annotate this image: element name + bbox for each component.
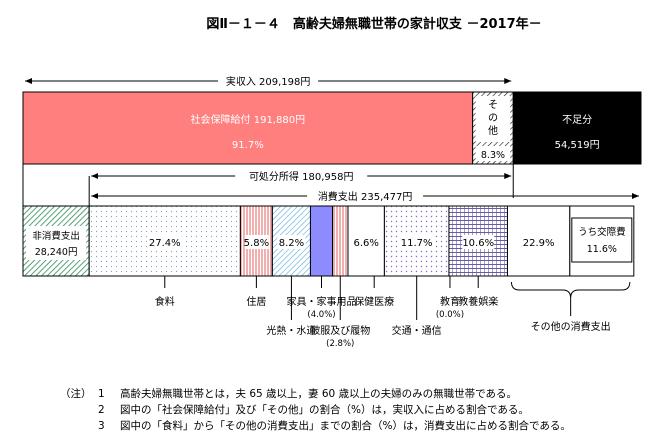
category-label: 食料	[155, 295, 175, 308]
category-label: (0.0%)	[436, 310, 464, 320]
consumption-label-bg	[307, 189, 424, 203]
pct-label-bg	[353, 235, 380, 249]
income-bar: 社会保障給付 191,880円 91.7% その他 8.3% 不足分 54,519円 実収入…	[22, 74, 642, 165]
entertainment-pct: 11.6%	[587, 244, 617, 255]
other-income-label: そ	[488, 99, 498, 111]
category-pct: 5.8%	[244, 238, 269, 249]
category-label: (4.0%)	[307, 310, 335, 320]
pct-label-bg	[522, 235, 555, 249]
category-pct: 27.4%	[149, 238, 181, 249]
note-text: 高齢夫婦無職世帯とは，夫 65 歳以上，妻 60 歳以上の夫婦のみの無職世帯であ…	[120, 388, 517, 400]
non-consumption-label: 非消費支出	[32, 230, 80, 242]
non-consumption-amount: 28,240円	[35, 247, 78, 258]
income-segment	[22, 91, 474, 165]
other-share-bg	[475, 146, 511, 161]
category-segment	[309, 205, 334, 277]
disposable-label-bg	[235, 169, 368, 183]
pct-label-bg	[462, 235, 495, 249]
pct-label-bg	[277, 235, 306, 249]
pct-label-bg	[400, 235, 433, 249]
other-label-bg	[475, 96, 511, 142]
social-security-label: 社会保障給付 191,880円	[191, 113, 306, 126]
social-security-share: 91.7%	[232, 140, 264, 151]
note-number: 3	[98, 420, 105, 432]
note-text: 図中の「社会保障給付」及び「その他」の割合（%）は，実収入に占める割合である。	[120, 404, 529, 416]
pct-label-bg	[147, 235, 182, 249]
category-pct: 11.7%	[401, 238, 433, 249]
category-label: (2.8%)	[326, 339, 354, 349]
consumption-label: 消費支出 235,477円	[318, 190, 413, 203]
entertainment-box	[571, 217, 633, 263]
shortfall-amount: 54,519円	[555, 140, 600, 151]
category-label: 被服及び履物	[310, 324, 370, 337]
category-label: 光熱・水道	[266, 324, 316, 337]
income-label-bg	[218, 74, 319, 88]
other-income-label: の	[488, 113, 498, 124]
category-label: 交通・通信	[392, 324, 442, 337]
category-label: 家具・家事用品	[286, 295, 356, 308]
category-pct: 6.6%	[353, 238, 378, 249]
income-label: 実収入 209,198円	[226, 75, 311, 88]
entertainment-label: うち交際費	[578, 226, 626, 238]
note-text: 図中の「食料」から「その他の消費支出」までの割合（%）は，消費支出に占める割合で…	[120, 420, 571, 432]
disposable-label: 可処分所得 180,958円	[249, 170, 354, 183]
note-number: 1	[98, 388, 105, 400]
shortfall-label: 不足分	[562, 114, 592, 126]
category-pct: 22.9%	[523, 238, 555, 249]
footnotes: （注） 1 高齢夫婦無職世帯とは，夫 65 歳以上，妻 60 歳以上の夫婦のみの…	[60, 386, 571, 434]
category-segment	[332, 205, 349, 277]
chart-title: 図Ⅱ－１－４ 高齢夫婦無職世帯の家計収支 －2017年－	[206, 16, 541, 32]
note-number: 2	[98, 404, 105, 416]
category-label: その他の消費支出	[531, 320, 611, 333]
non-consumption-label-bg	[26, 226, 87, 260]
category-label: 住居	[246, 295, 266, 308]
household-budget-chart: 図Ⅱ－１－４ 高齢夫婦無職世帯の家計収支 －2017年－ 社会保障給付 191,…	[22, 16, 642, 349]
other-income-share: 8.3%	[481, 150, 505, 161]
category-label: 保健医療	[354, 295, 394, 308]
category-label: 教養娯楽	[458, 295, 498, 308]
other-income-label: 他	[488, 124, 498, 137]
category-pct: 8.2%	[279, 238, 304, 249]
other-consumption-brace	[510, 281, 631, 299]
category-pct: 10.6%	[462, 238, 494, 249]
category-label: 教育	[440, 295, 460, 308]
pct-label-bg	[244, 235, 269, 249]
income-segment	[512, 91, 642, 165]
notes-header: （注）	[60, 388, 92, 400]
